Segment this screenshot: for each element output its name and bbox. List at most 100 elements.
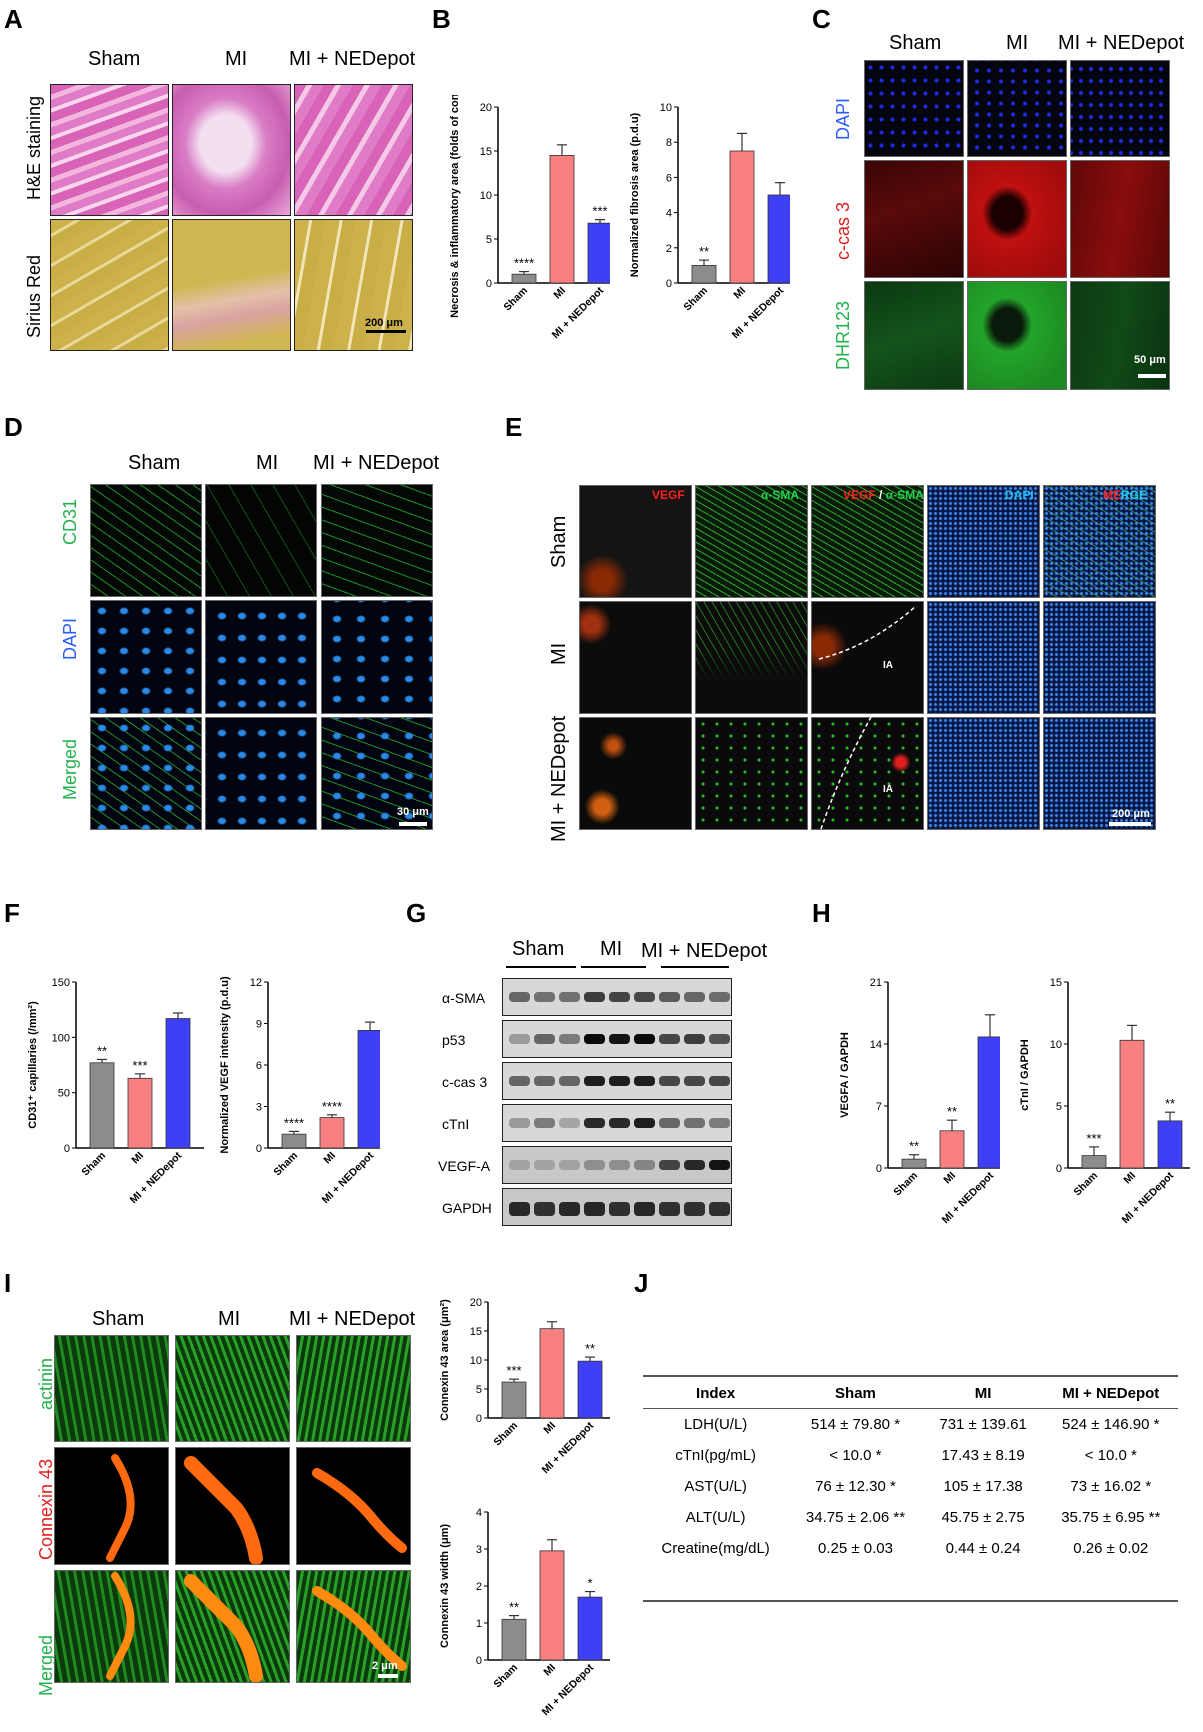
chart-B2-bar [767,194,790,284]
chart-I1-bar [577,1360,603,1419]
chart-B1-xtick-label: Sham [501,285,530,314]
chart-F2-significance: **** [322,1099,342,1114]
panel-a-col-mi: MI [225,48,248,70]
chart-F1-xtick-label: MI [129,1150,146,1167]
chart-H2-ylabel: cTnI / GAPDH [1019,1039,1031,1111]
chart-H1-ytick-label: 14 [870,1039,882,1051]
panel-j-cell: 76 ± 12.30 * [815,1478,896,1495]
panel-f-letter: F [4,898,20,928]
panel-j-cell: 0.26 ± 0.02 [1073,1540,1149,1557]
chart-b-necrosis: Necrosis & inflammatory area (folds of c… [449,95,610,341]
panel-a-sirius-ned [294,219,413,351]
panel-g-band [709,1034,730,1044]
chart-I1-bar [501,1381,527,1419]
panel-d-letter: D [4,412,23,442]
panel-g-group-mi: MI [600,938,623,960]
chart-B1-significance: **** [514,256,534,271]
panel-j-cell: LDH(U/L) [683,1416,748,1433]
panel-d-row-dapi: DAPI [60,617,80,660]
chart-B1-ytick-label: 0 [486,278,492,290]
panel-d-dapi-ned [321,600,433,714]
panel-g-blot-strip [502,1146,732,1184]
chart-B2-ytick-label: 2 [666,243,672,255]
panel-e-merge-me: ME [1103,488,1121,502]
panel-i-scale-label: 2 μm [372,1660,398,1672]
chart-B2-ytick-label: 8 [666,137,672,149]
panel-g-band [584,1118,605,1128]
panel-g-band [634,1076,655,1086]
panel-e-merge-rge: RGE [1121,488,1148,502]
chart-I1-ytick-label: 10 [470,1355,482,1367]
panel-g-band [684,1076,705,1086]
chart-b-fibrosis: Normalized fibrosis area (p.d.u) 0 2 4 6 8 10 *… [629,102,790,341]
panel-c-dapi-ned [1070,60,1170,157]
panel-c-dhr-sham [864,281,964,390]
panel-g-band-label: GAPDH [442,1200,492,1216]
chart-F2-bar [319,1117,345,1149]
panel-a-col-sham: Sham [88,48,141,70]
panel-e-merge1-slash: / [879,488,883,502]
chart-F2-ytick-label: 9 [256,1019,262,1031]
panel-g-band [709,1202,730,1216]
panel-j-cell: 17.43 ± 8.19 [941,1447,1025,1464]
panel-g-band [609,1202,630,1216]
panel-j-row: AST(U/L) 76 ± 12.30 * 105 ± 17.38 73 ± 16.0… [643,1471,1178,1502]
panel-a-he-mi [172,84,291,216]
chart-I2-ytick-label: 2 [476,1581,482,1593]
panel-g-band [509,1034,530,1044]
panel-g-band [509,1076,530,1086]
panel-i-col-mi: MI [218,1308,241,1330]
chart-H2-significance: ** [1165,1096,1175,1111]
panel-i-col-sham: Sham [92,1308,145,1330]
panel-e-letter: E [505,412,523,442]
chart-I2-xtick-label: Sham [491,1662,520,1691]
panel-a-row-he: H&E staining [24,95,44,200]
panel-a-col-ned: MI + NEDepot [289,48,416,70]
panel-g-band-label: α-SMA [442,990,486,1006]
panel-g-band [534,992,555,1002]
panel-d-dapi-mi [205,600,317,714]
chart-B2-ytick-label: 4 [666,208,672,220]
panel-j-header-cell: Sham [788,1379,923,1409]
panel-e-mi-sma [695,601,808,714]
panel-c-scale-bar [1138,374,1166,378]
panel-e-sham-merge1 [811,485,924,598]
panel-g-band [659,1202,680,1216]
chart-H1-ytick-label: 0 [876,1163,882,1175]
chart-F2-significance: **** [284,1115,304,1130]
panel-g-band [684,1034,705,1044]
panel-g-group-sham: Sham [512,938,565,960]
chart-B2-ylabel: Normalized fibrosis area (p.d.u) [629,112,641,277]
chart-H2-xtick-label: Sham [1071,1170,1100,1199]
chart-f-capillaries: CD31⁺ capillaries (/mm²) 0 50 100 150 ** Sham *… [27,977,204,1206]
panel-a-scale-bar [366,330,406,333]
panel-i-merged-mi [175,1570,290,1683]
chart-B2-ytick-label: 10 [660,102,672,114]
panel-c-scale-label: 50 μm [1134,354,1166,366]
panel-i-col-ned: MI + NEDepot [289,1308,416,1330]
panel-g-band [609,992,630,1002]
panel-g-band [709,1160,730,1170]
panel-g-line-ned [661,966,729,968]
panel-g-band [684,1160,705,1170]
panel-g-band [659,1118,680,1128]
panel-j-cell: cTnI(pg/mL) [675,1447,757,1464]
panel-g-band [634,1034,655,1044]
panel-j-row: LDH(U/L) 514 ± 79.80 * 731 ± 139.61 524 ± 1… [643,1409,1178,1441]
chart-F2-ytick-label: 12 [250,977,262,989]
chart-H1-bar [977,1036,1000,1169]
chart-H1-ytick-label: 21 [870,977,882,989]
panel-g-band [609,1118,630,1128]
panel-g-blot-strip [502,1188,732,1226]
panel-g-band [509,1160,530,1170]
chart-B1-significance: *** [592,204,607,219]
panel-i-actinin-sham [54,1335,169,1442]
chart-I1-ytick-label: 0 [476,1413,482,1425]
panel-g-band [534,1034,555,1044]
chart-H1-xtick-label: Sham [891,1170,920,1199]
panel-g-band [534,1076,555,1086]
panel-a-scale-label: 200 μm [365,317,403,329]
